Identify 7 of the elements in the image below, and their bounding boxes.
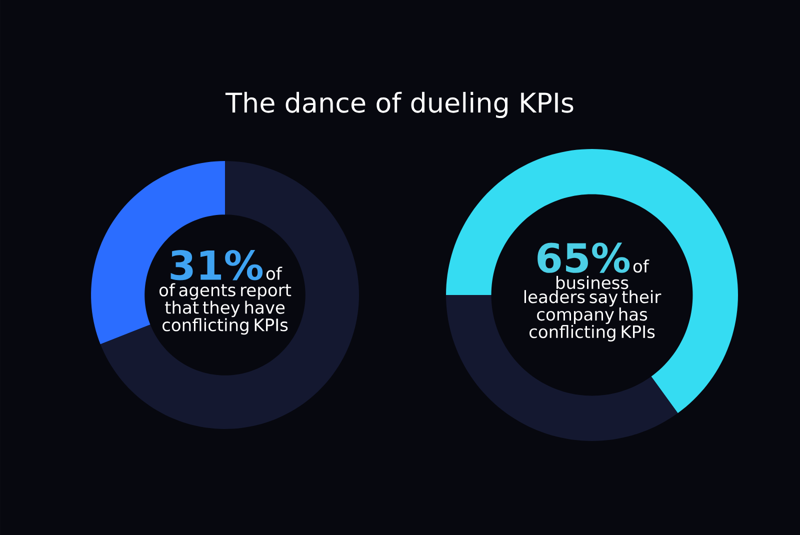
chart-title: The dance of dueling KPIs (225, 92, 574, 118)
data-label: 65% (538, 242, 630, 273)
text: of (266, 266, 282, 280)
text: of (633, 259, 650, 273)
text: of agents report that they have conflicting KPIs (159, 283, 292, 335)
data-label: 31% (170, 250, 263, 280)
text: business leaders say their company has conflicting KPIs (524, 276, 662, 342)
